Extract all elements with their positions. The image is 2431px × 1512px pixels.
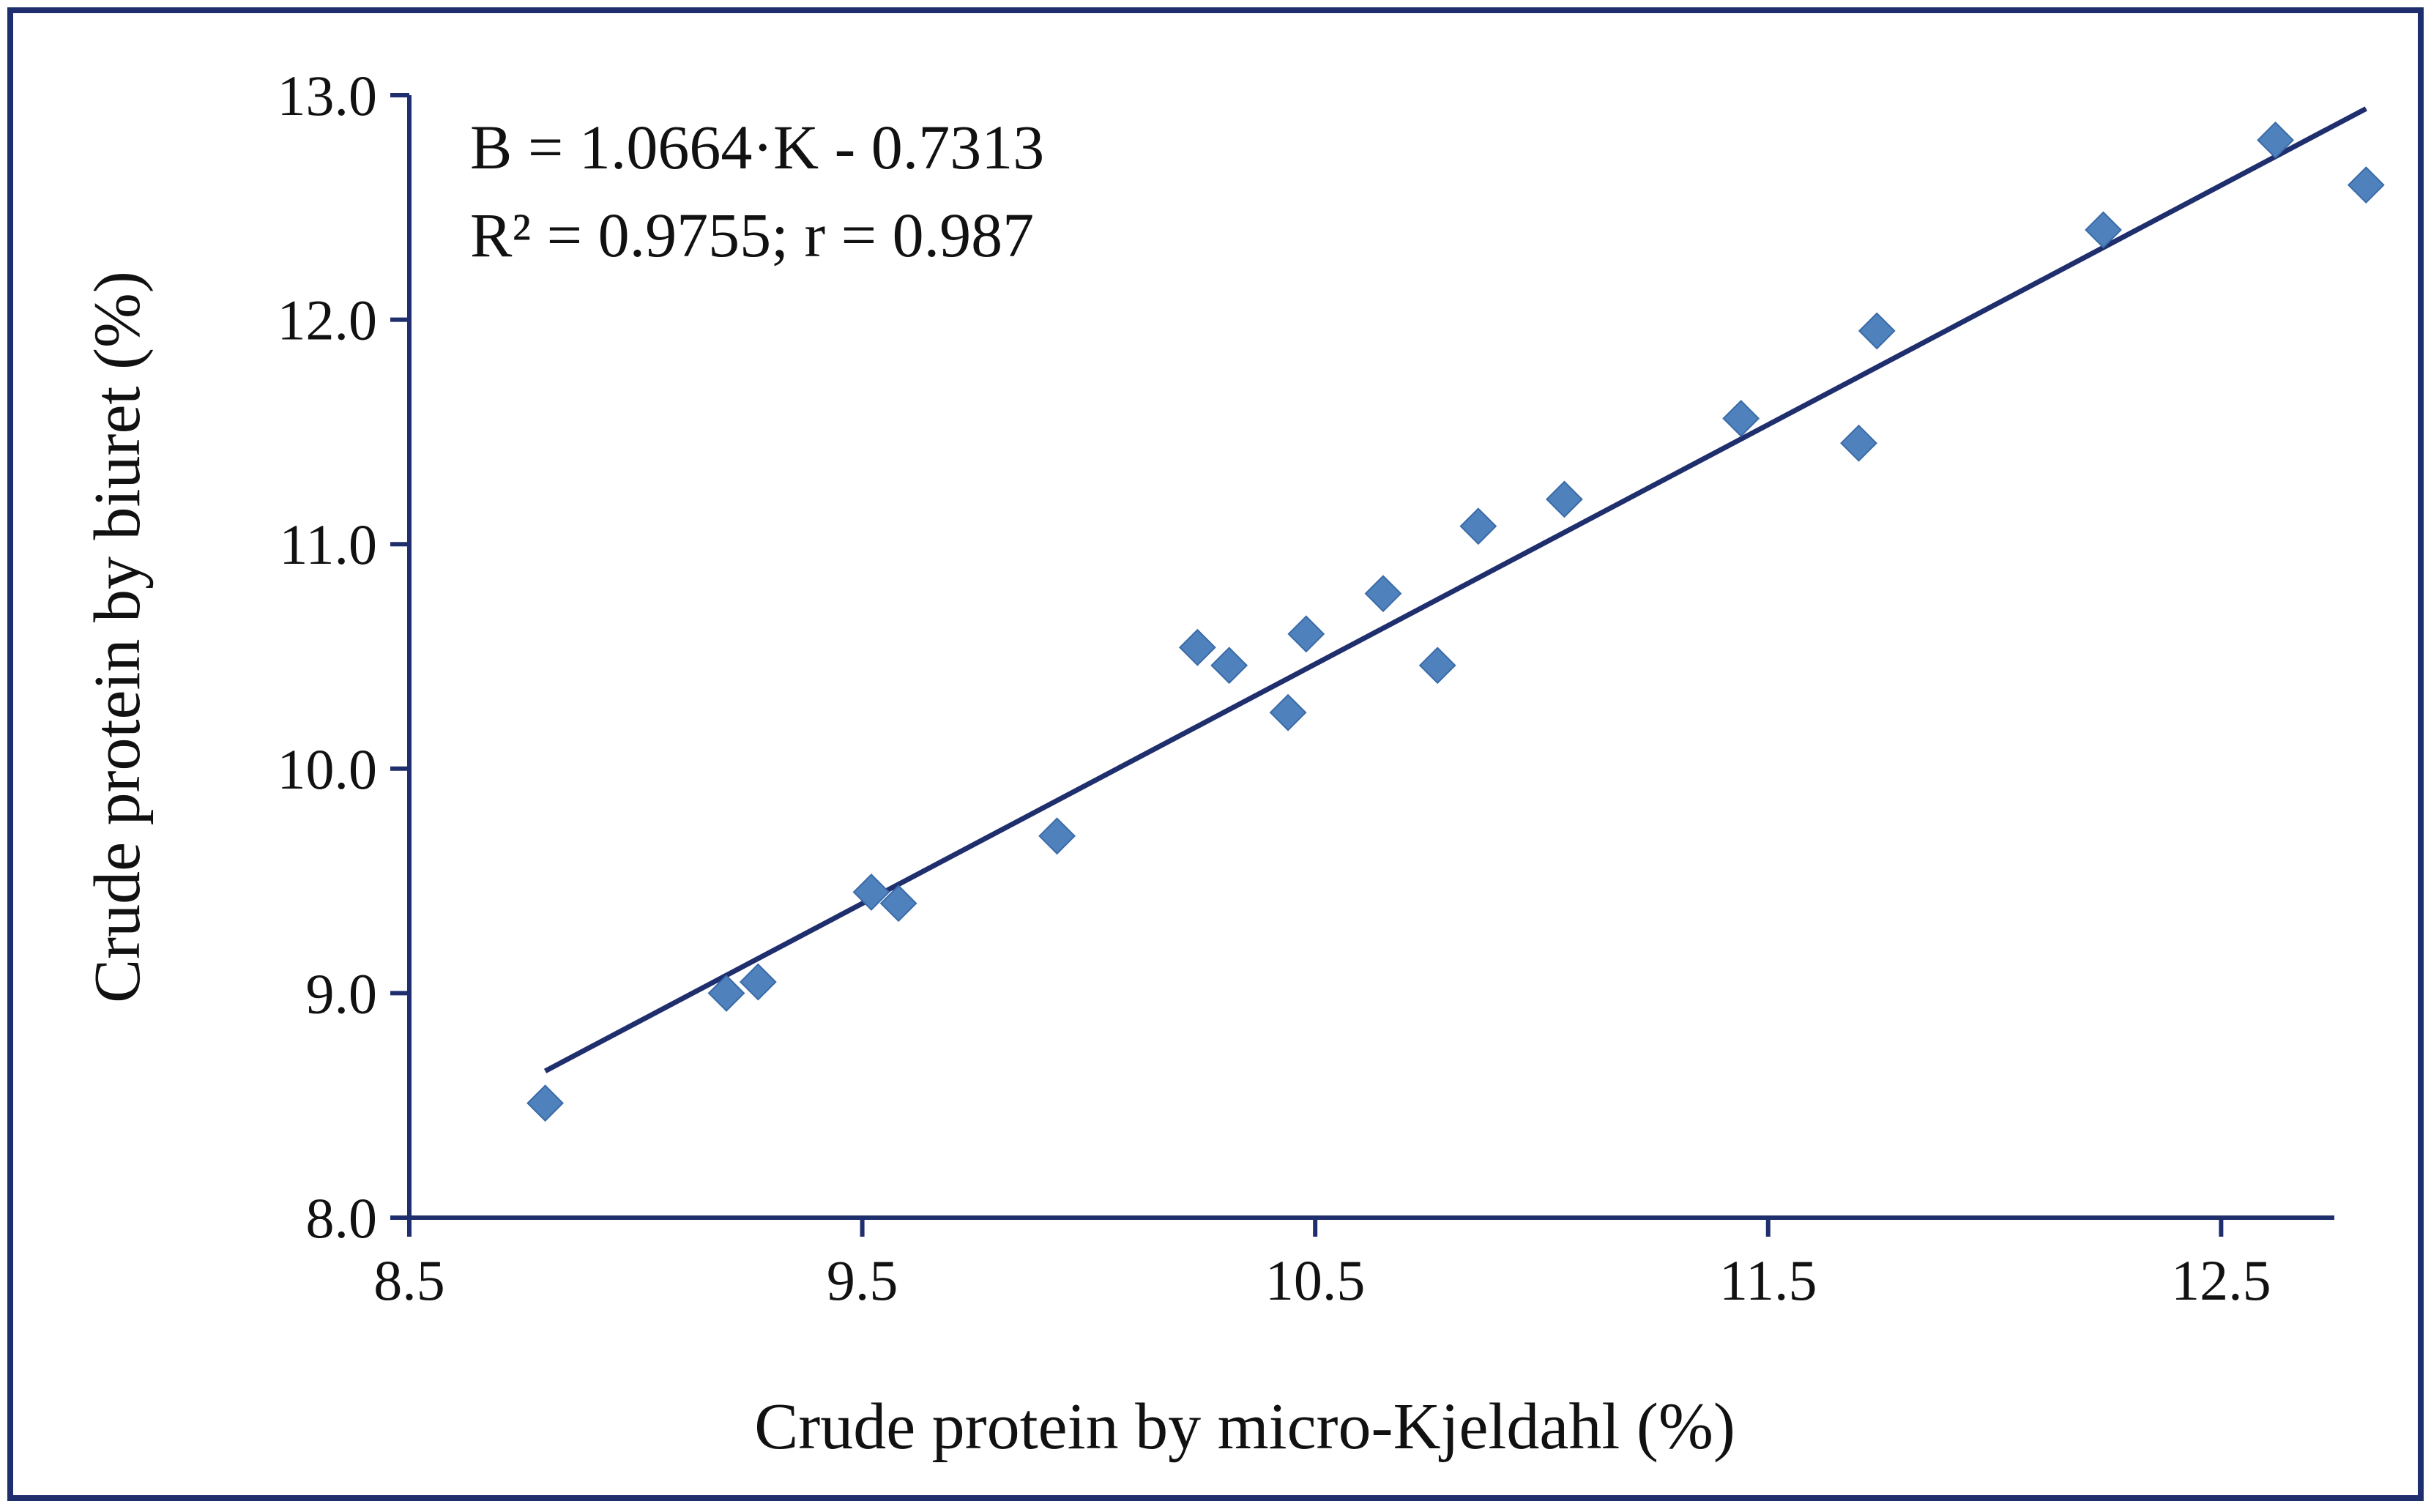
data-point (1287, 615, 1325, 653)
data-point (2257, 121, 2294, 159)
y-tick-label: 9.0 (306, 961, 378, 1025)
data-point (1722, 400, 1760, 437)
x-tick-label: 8.5 (373, 1248, 445, 1312)
data-point (879, 885, 917, 923)
data-point (526, 1084, 564, 1122)
data-points (526, 121, 2385, 1122)
chart-frame (7, 7, 2424, 1501)
y-ticks: 8.0 9.0 10.0 11.0 12.0 13.0 (278, 64, 409, 1250)
y-tick-label: 10.0 (278, 737, 378, 801)
x-axis-title: Crude protein by micro-Kjeldahl (%) (754, 1390, 1735, 1463)
y-tick-label: 11.0 (279, 513, 377, 576)
data-point (1840, 424, 1877, 462)
trendline-group (543, 106, 2367, 1073)
data-point (1459, 507, 1497, 545)
annotation-equation: B = 1.0664·K - 0.7313 (470, 112, 1044, 182)
data-point (852, 874, 890, 911)
axes (407, 95, 2334, 1220)
data-point (1269, 693, 1307, 731)
y-tick-label: 12.0 (278, 288, 378, 352)
annotation-r-squared: R² = 0.9755; r = 0.987 (470, 200, 1034, 270)
x-tick-label: 12.5 (2171, 1248, 2271, 1312)
data-point (1418, 647, 1456, 685)
data-point (2347, 166, 2385, 204)
data-point (707, 974, 745, 1012)
x-tick-label: 11.5 (1719, 1248, 1817, 1312)
y-axis-title: Crude protein by biuret (%) (81, 271, 154, 1003)
x-tick-label: 10.5 (1265, 1248, 1366, 1312)
data-point (1364, 575, 1402, 613)
y-tick-label: 13.0 (278, 64, 378, 127)
x-tick-label: 9.5 (827, 1248, 898, 1312)
data-point (1210, 647, 1248, 685)
data-point (1038, 817, 1076, 855)
data-point (1178, 628, 1216, 666)
x-ticks: 8.5 9.5 10.5 11.5 12.5 (373, 1218, 2271, 1312)
data-point (1858, 312, 1896, 350)
data-point (739, 963, 777, 1001)
y-tick-label: 8.0 (306, 1186, 378, 1250)
data-point (2085, 211, 2122, 249)
data-point (1545, 480, 1583, 518)
trendline (543, 106, 2367, 1073)
